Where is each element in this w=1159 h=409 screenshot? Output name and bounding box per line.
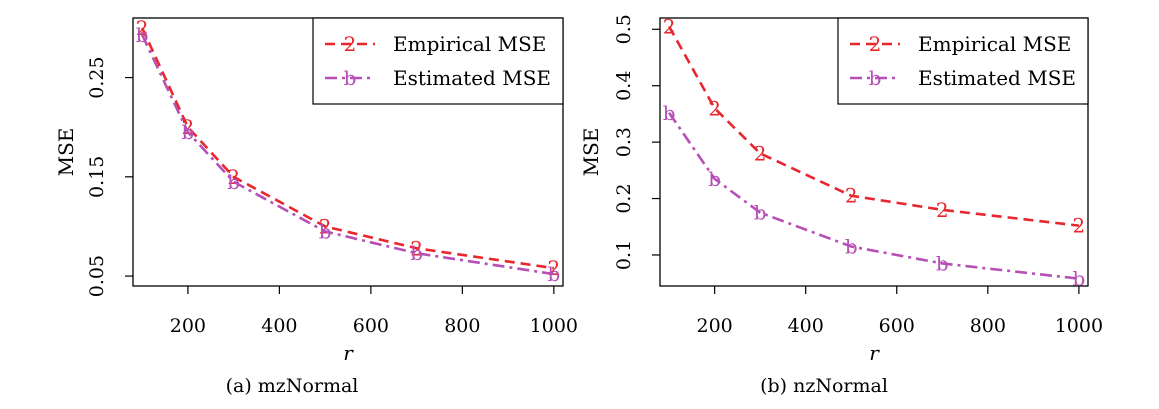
data-point-marker: 2 <box>1073 214 1086 238</box>
data-point-marker: 2 <box>754 141 767 165</box>
data-point-marker: b <box>181 120 194 144</box>
data-point-marker: 2 <box>936 198 949 222</box>
legend-marker-0: 2 <box>344 32 357 56</box>
y-tick-label: 0.25 <box>86 56 108 98</box>
chart-panel-1: 200 400 600 800 10000.10.20.30.40.5rMSE22222… <box>579 14 1103 397</box>
legend-box <box>837 17 1089 105</box>
legend-label-0: Empirical MSE <box>918 32 1071 56</box>
legend-label-0: Empirical MSE <box>393 32 546 56</box>
data-point-marker: b <box>1072 267 1085 291</box>
legend-box <box>312 17 564 105</box>
data-point-marker: 2 <box>136 16 149 40</box>
data-point-marker: b <box>936 251 949 275</box>
legend-marker-1: b <box>869 66 882 90</box>
legend-marker-1: b <box>344 66 357 90</box>
legend: 2 Empirical MSE b Estimated MSE <box>312 17 564 105</box>
figure-caption: (b) nzNormal <box>760 375 888 397</box>
chart-panel-0: 200 400 600 800 10000.050.150.25rMSE222222bb… <box>54 16 578 397</box>
data-point-marker: 2 <box>182 115 195 139</box>
y-tick-label: 0.15 <box>86 156 108 198</box>
data-point-marker: 2 <box>708 96 721 120</box>
data-point-marker: b <box>845 235 858 259</box>
x-axis-title: r <box>343 341 354 365</box>
data-point-marker: b <box>319 219 332 243</box>
x-tick-label: 800 <box>444 315 480 337</box>
data-point-marker: 2 <box>663 14 676 38</box>
legend: 2 Empirical MSE b Estimated MSE <box>837 17 1089 105</box>
y-axis-title: MSE <box>579 128 603 177</box>
x-tick-label: 200 <box>170 315 206 337</box>
x-tick-label: 400 <box>788 315 824 337</box>
x-tick-label: 200 <box>697 315 733 337</box>
figure-caption: (a) mzNormal <box>226 375 359 397</box>
y-tick-label: 0.3 <box>613 127 635 157</box>
y-axis-title: MSE <box>54 128 78 177</box>
data-point-marker: b <box>547 262 560 286</box>
x-tick-label: 600 <box>879 315 915 337</box>
x-tick-label: 800 <box>970 315 1006 337</box>
data-point-marker: 2 <box>845 184 858 208</box>
series-line-0 <box>140 27 555 270</box>
series-line-1 <box>668 112 1080 280</box>
data-point-marker: b <box>708 167 721 191</box>
x-axis-title: r <box>869 341 880 365</box>
y-tick-label: 0.1 <box>613 240 635 270</box>
legend-marker-0: 2 <box>869 32 882 56</box>
y-tick-label: 0.2 <box>613 183 635 213</box>
y-tick-label: 0.5 <box>613 14 635 44</box>
data-point-marker: b <box>410 241 423 265</box>
series-line-1 <box>140 34 555 276</box>
legend-label-1: Estimated MSE <box>393 66 551 90</box>
x-tick-label: 1000 <box>530 315 578 337</box>
data-point-marker: b <box>136 23 149 47</box>
x-tick-label: 600 <box>353 315 389 337</box>
series-line-0 <box>667 25 1080 227</box>
legend-label-1: Estimated MSE <box>918 66 1076 90</box>
y-tick-label: 0.05 <box>86 255 108 297</box>
y-tick-label: 0.4 <box>613 71 635 101</box>
data-point-marker: b <box>227 170 240 194</box>
x-tick-label: 1000 <box>1055 315 1103 337</box>
x-tick-label: 400 <box>261 315 297 337</box>
data-point-marker: b <box>754 201 767 225</box>
data-point-marker: b <box>663 101 676 125</box>
